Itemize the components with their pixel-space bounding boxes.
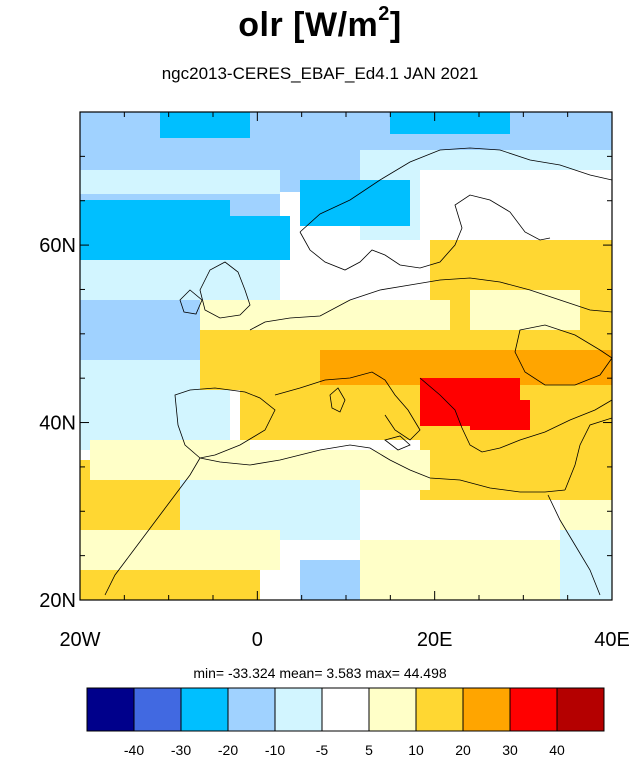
colorbar-label: 30 — [502, 742, 518, 758]
coast-black-sea — [514, 324, 612, 386]
colorbar-label: 40 — [549, 742, 565, 758]
plot-subtitle: ngc2013-CERES_EBAF_Ed4.1 JAN 2021 — [161, 64, 479, 83]
olr-field-pale-c — [80, 300, 200, 360]
colorbar-box — [180, 687, 229, 732]
x-tick-label: 0 — [252, 629, 263, 651]
coast-british-isles — [199, 261, 251, 319]
coast-balkans-greece — [419, 377, 612, 453]
colorbar-label: -30 — [171, 742, 191, 758]
colorbar-labels: -40 -30 -20 -10 -5 5 10 20 30 40 — [124, 742, 565, 758]
olr-field-pale-a — [80, 170, 280, 194]
coast-sicily — [384, 435, 411, 451]
coastlines — [104, 147, 612, 596]
coast-west-africa — [104, 457, 201, 596]
olr-field-red-core-b — [470, 400, 530, 430]
coast-europe-west — [249, 277, 612, 331]
colorbar-label: 10 — [408, 742, 424, 758]
colorbar-label: -10 — [265, 742, 285, 758]
olr-field-cream-f — [360, 540, 560, 600]
stats-line: min= -33.324 mean= 3.583 max= 44.498 — [193, 665, 447, 681]
coast-scandinavia-south — [299, 194, 551, 271]
colorbar-box — [274, 687, 323, 732]
colorbar-box — [321, 687, 370, 732]
olr-field-yellow-d — [420, 430, 612, 500]
colorbar-box — [227, 687, 276, 732]
colorbar-label: 5 — [365, 742, 373, 758]
olr-field-cream-e — [80, 530, 280, 570]
colorbar-box — [509, 687, 558, 732]
colorbar-label: -5 — [316, 742, 329, 758]
olr-field-pale-f — [300, 560, 360, 600]
olr-field-cyan-e — [300, 180, 410, 226]
colorbar-box — [133, 687, 182, 732]
y-tick-label: 20N — [39, 590, 76, 612]
plot-title: olr [W/m2] — [238, 2, 402, 44]
colorbar-box — [462, 687, 511, 732]
coast-scandinavia — [299, 147, 612, 233]
colorbar-label: -40 — [124, 742, 144, 758]
coast-north-africa — [199, 444, 566, 493]
olr-field-cyan-d — [390, 112, 510, 134]
colorbar-label: -20 — [218, 742, 238, 758]
colorbar-boxes — [86, 687, 605, 732]
coast-levant — [564, 417, 612, 491]
coast-red-sea — [547, 494, 601, 596]
y-tick-label: 40N — [39, 413, 76, 435]
colorbar-box — [368, 687, 417, 732]
x-tick-label: 40E — [594, 629, 630, 651]
y-tick-label: 60N — [39, 235, 76, 257]
x-tick-label: 20W — [59, 629, 100, 651]
coast-iberia — [174, 387, 276, 459]
coast-france-italy — [274, 371, 421, 441]
axis-tick-labels: 20W 0 20E 40E 20N 40N 60N — [39, 235, 630, 651]
olr-field-cyan-b — [200, 216, 290, 260]
olr-field-pale-b — [80, 260, 280, 300]
olr-field-cream-g — [560, 500, 612, 530]
colorbar-box — [86, 687, 135, 732]
colorbar: -40 -30 -20 -10 -5 5 10 20 30 40 — [86, 687, 605, 758]
colorbar-box — [556, 687, 605, 732]
olr-field-pale-g — [560, 520, 612, 600]
olr-field-cyan-c — [160, 112, 250, 138]
colorbar-label: 20 — [455, 742, 471, 758]
coast-sardinia — [329, 387, 346, 413]
coast-ireland — [179, 289, 203, 315]
colorbar-box — [415, 687, 464, 732]
x-tick-label: 20E — [417, 629, 453, 651]
axis-ticks — [79, 111, 613, 601]
